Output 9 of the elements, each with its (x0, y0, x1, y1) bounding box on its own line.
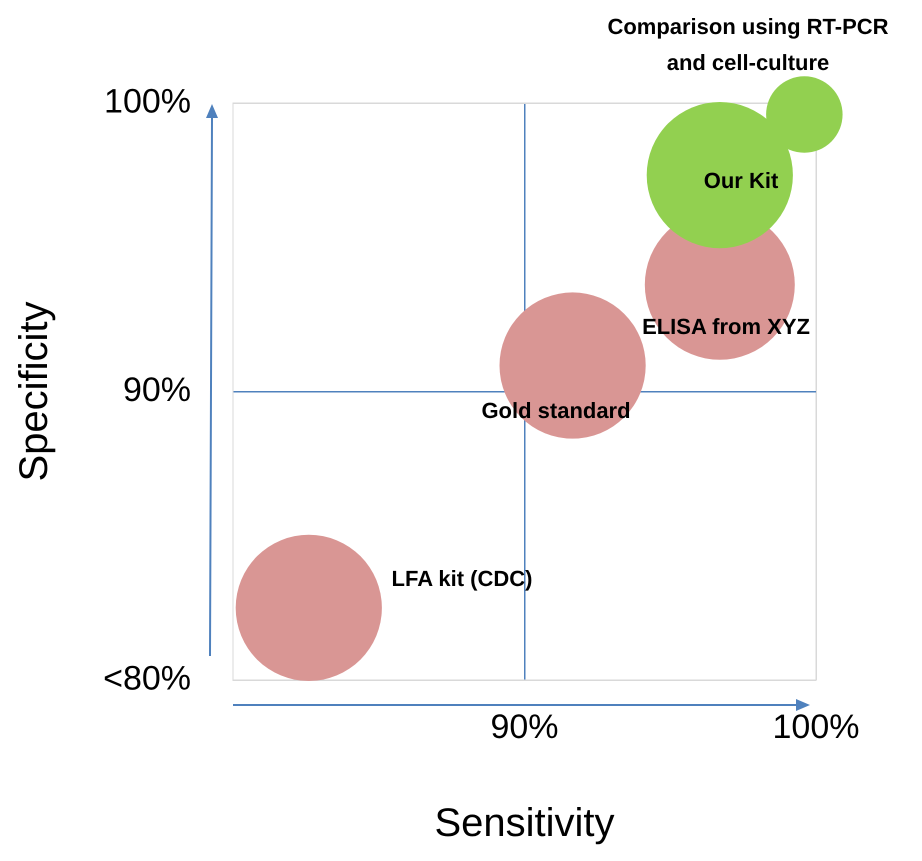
annotation: Gold standard (481, 398, 631, 424)
text: Comparison using RT-PCR and cell-culture (607, 14, 889, 76)
annotation: ELISA from XYZ (642, 314, 810, 340)
annotation: Our Kit (704, 168, 779, 194)
y-tick-label: 90% (122, 370, 191, 409)
y-axis-title: Specificity (12, 301, 56, 482)
y-tick-label: 100% (104, 82, 191, 120)
x-axis-title: Sensitivity (434, 801, 615, 846)
y-tick-label: <80% (103, 659, 191, 698)
